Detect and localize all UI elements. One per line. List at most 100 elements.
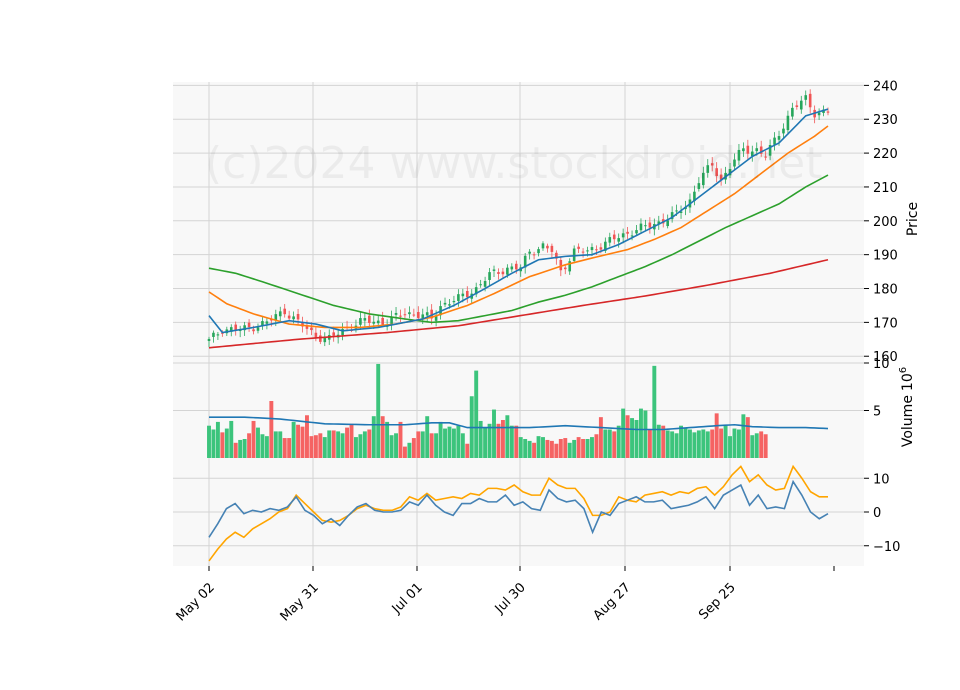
- volume-bar: [322, 437, 327, 458]
- volume-bar: [269, 401, 274, 458]
- candle-body: [572, 248, 576, 261]
- volume-bar: [278, 431, 283, 458]
- x-tick-label: Jul 01: [389, 580, 426, 617]
- volume-bar: [474, 370, 479, 458]
- candle-body: [488, 272, 491, 280]
- volume-bar: [536, 436, 541, 458]
- volume-bar: [750, 435, 755, 458]
- candle-body: [586, 250, 589, 252]
- candle-body: [359, 318, 362, 325]
- candle-body: [626, 231, 629, 234]
- candle-body: [826, 111, 830, 113]
- volume-bar: [696, 430, 701, 458]
- candle-body: [528, 251, 531, 254]
- candle-body: [403, 314, 407, 316]
- volume-bar: [719, 428, 724, 458]
- candle-body: [390, 316, 393, 326]
- candle-body: [568, 261, 572, 272]
- volume-bar: [287, 438, 292, 458]
- volume-bars: [207, 363, 768, 458]
- volume-bar: [371, 416, 376, 458]
- candle-body: [510, 266, 514, 270]
- volume-bar: [558, 439, 563, 458]
- candle-body: [795, 105, 799, 107]
- volume-bar: [630, 418, 635, 458]
- candle-body: [479, 284, 482, 286]
- candle-body: [287, 315, 291, 319]
- volume-bar: [394, 433, 398, 458]
- candle-body: [212, 332, 215, 337]
- candle-body: [644, 225, 647, 227]
- indicator-lines: [208, 108, 829, 562]
- price-axis-label: Price: [905, 202, 921, 236]
- candle-body: [639, 223, 643, 231]
- candle-body: [341, 328, 344, 336]
- candle-body: [457, 294, 460, 301]
- candle-body: [363, 318, 367, 321]
- volume-bar: [581, 439, 586, 458]
- volume-bar: [407, 442, 412, 458]
- volume-bar: [345, 427, 350, 458]
- volume-bar: [723, 425, 728, 458]
- volume-bar: [754, 433, 759, 458]
- candle-body: [261, 321, 264, 326]
- volume-bar: [763, 434, 768, 458]
- candle-body: [822, 109, 825, 113]
- volume-bar: [514, 425, 519, 458]
- volume-tick-label: 5: [873, 405, 881, 420]
- candle-body: [617, 238, 620, 242]
- volume-bar: [603, 429, 608, 458]
- candle-body: [670, 212, 674, 220]
- volume-bar: [411, 438, 416, 458]
- candle-body: [559, 259, 563, 271]
- volume-bar: [674, 433, 679, 458]
- volume-bar: [349, 423, 354, 458]
- oscillator-main-line: [208, 479, 829, 538]
- volume-bar: [585, 439, 590, 458]
- price-tick-label: 220: [873, 147, 898, 162]
- candle-body: [719, 174, 723, 181]
- candle-body: [604, 241, 607, 251]
- volume-tick-label: 10: [873, 357, 890, 372]
- candle-body: [501, 271, 505, 275]
- candle-body: [332, 332, 335, 336]
- sma-slow-line: [208, 174, 829, 324]
- candle-body: [430, 309, 433, 319]
- candle-body: [394, 312, 398, 315]
- volume-bar: [207, 425, 211, 458]
- watermark-text: (c)2024 www.stockdroid.net: [205, 138, 822, 189]
- volume-bar: [523, 439, 528, 458]
- candle-body: [256, 327, 260, 331]
- candle-body: [737, 149, 741, 161]
- price-tick-label: 210: [873, 181, 898, 196]
- volume-bar: [291, 421, 296, 458]
- candle-body: [746, 145, 750, 154]
- candle-body: [381, 317, 384, 325]
- volume-bar: [238, 439, 243, 458]
- volume-bar: [576, 437, 581, 458]
- volume-bar: [714, 413, 719, 458]
- candle-body: [474, 287, 478, 295]
- volume-bar: [545, 439, 550, 458]
- candle-body: [715, 168, 718, 177]
- volume-bar: [505, 415, 510, 458]
- volume-bar: [621, 408, 626, 458]
- candle-body: [581, 251, 585, 253]
- candle-body: [648, 222, 652, 228]
- candle-body: [465, 290, 469, 298]
- volume-bar: [443, 428, 447, 458]
- candle-body: [599, 247, 603, 250]
- candle-body: [408, 312, 411, 315]
- candle-body: [679, 211, 683, 213]
- volume-bar: [331, 430, 336, 458]
- candle-body: [443, 302, 447, 305]
- candle-body: [595, 249, 598, 251]
- volume-bar: [701, 429, 706, 458]
- volume-bar: [220, 432, 225, 458]
- volume-bar: [590, 437, 594, 458]
- candle-body: [742, 148, 745, 152]
- volume-bar: [296, 424, 301, 458]
- volume-bar: [309, 436, 314, 458]
- x-tick-label: Jul 30: [492, 580, 529, 617]
